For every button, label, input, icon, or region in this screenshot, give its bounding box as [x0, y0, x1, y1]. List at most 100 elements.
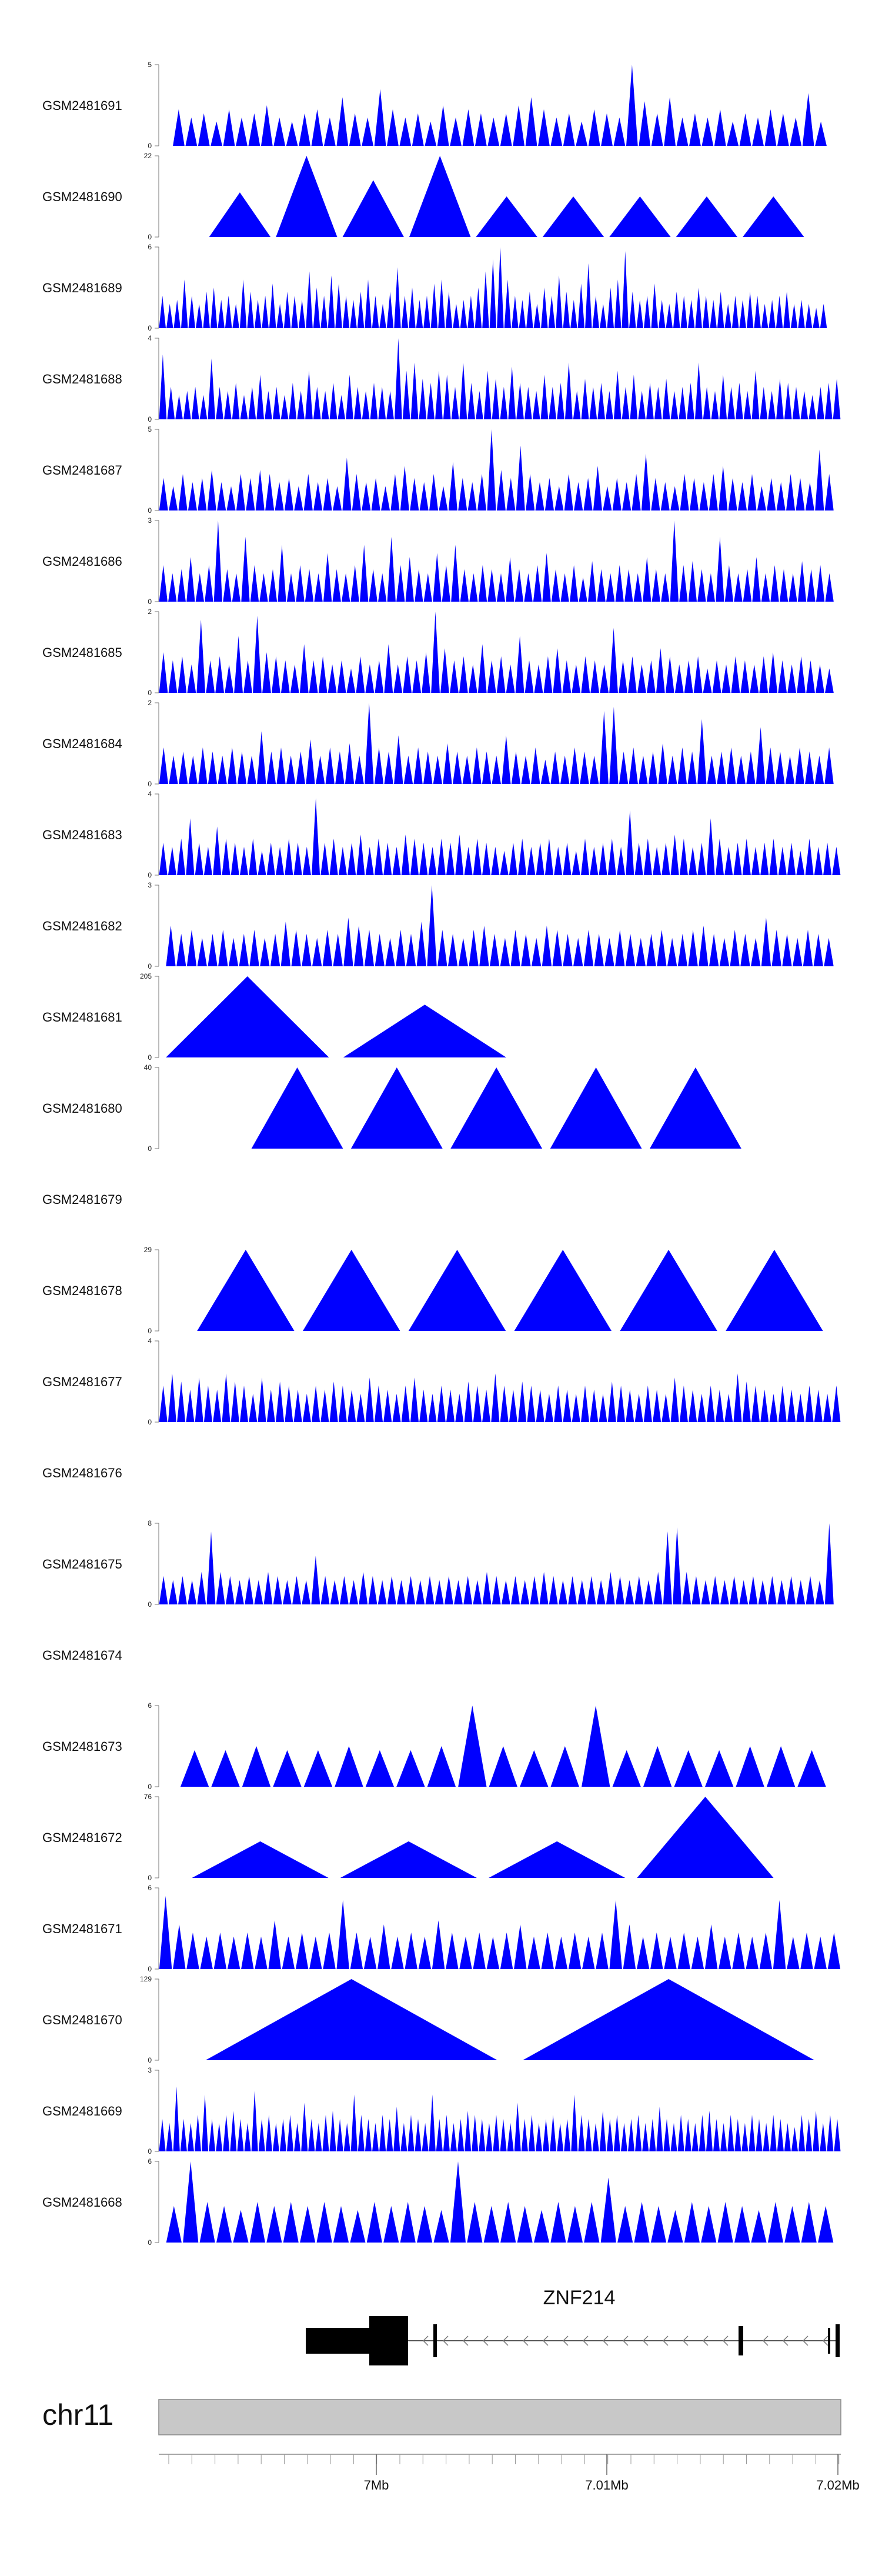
track-ymax-label-gsm2481671: 6: [148, 1884, 152, 1892]
track-peak-gsm2481673: [242, 1746, 271, 1787]
track-peak-gsm2481684: [668, 755, 677, 784]
track-peak-gsm2481669: [763, 2123, 770, 2151]
track-peak-gsm2481691: [286, 121, 298, 146]
track-peak-gsm2481684: [374, 747, 384, 784]
track-peak-gsm2481689: [724, 303, 731, 328]
track-peak-gsm2481675: [710, 1576, 720, 1604]
track-peak-gsm2481677: [554, 1385, 563, 1422]
track-peak-gsm2481677: [626, 1389, 634, 1422]
track-peak-gsm2481677: [599, 1393, 607, 1422]
track-peak-gsm2481671: [268, 1920, 281, 1969]
track-peak-gsm2481675: [653, 1571, 663, 1604]
track-peak-gsm2481690: [743, 196, 804, 237]
track-peak-gsm2481689: [607, 288, 614, 328]
track-peak-gsm2481687: [583, 478, 593, 510]
track-peak-gsm2481669: [571, 2094, 578, 2151]
track-peak-gsm2481683: [662, 842, 670, 875]
track-peak-gsm2481671: [541, 1932, 554, 1969]
track-peak-gsm2481689: [585, 263, 592, 328]
track-peak-gsm2481686: [268, 569, 278, 602]
track-peak-gsm2481689: [673, 291, 680, 328]
track-peak-gsm2481682: [699, 926, 709, 966]
track-peak-gsm2481687: [612, 478, 622, 510]
track-peak-gsm2481689: [790, 303, 798, 328]
track-peak-gsm2481675: [302, 1580, 311, 1604]
track-peak-gsm2481688: [354, 386, 362, 419]
gene-exon-small-3: [828, 2328, 830, 2354]
track-peak-gsm2481684: [639, 755, 648, 784]
track-peak-gsm2481689: [746, 291, 754, 328]
track-peak-gsm2481686: [825, 573, 834, 602]
track-peak-gsm2481688: [662, 379, 670, 419]
track-peak-gsm2481669: [691, 2123, 699, 2151]
track-peak-gsm2481677: [581, 1385, 589, 1422]
track-yzero-label-gsm2481691: 0: [148, 142, 152, 150]
track-peak-gsm2481688: [808, 395, 816, 419]
track-peak-gsm2481668: [266, 2205, 282, 2243]
track-peak-gsm2481684: [776, 751, 785, 784]
track-peak-gsm2481685: [253, 615, 262, 693]
intron-arrow: [722, 2335, 729, 2346]
intron-arrow: [562, 2335, 569, 2346]
track-peak-gsm2481684: [795, 747, 804, 784]
track-peak-gsm2481687: [680, 473, 689, 510]
track-gsm2481673: GSM2481673 6 0: [42, 1701, 826, 1791]
track-peak-gsm2481689: [710, 299, 717, 328]
track-peak-gsm2481684: [237, 751, 247, 784]
track-label-gsm2481685: GSM2481685: [42, 645, 122, 660]
track-peak-gsm2481689: [423, 295, 430, 328]
track-peak-gsm2481675: [673, 1527, 681, 1604]
track-peak-gsm2481669: [230, 2111, 237, 2151]
track-peak-gsm2481677: [302, 1393, 311, 1422]
track-peak-gsm2481686: [606, 573, 615, 602]
track-peak-gsm2481689: [386, 291, 394, 328]
track-yzero-label-gsm2481673: 0: [148, 1783, 152, 1791]
track-peak-gsm2481669: [216, 2123, 223, 2151]
track-peak-gsm2481691: [261, 105, 273, 146]
track-peak-gsm2481675: [720, 1580, 729, 1604]
track-peak-gsm2481671: [363, 1936, 377, 1969]
track-peak-gsm2481669: [457, 2118, 465, 2151]
track-peak-gsm2481683: [805, 838, 814, 875]
track-peak-gsm2481669: [166, 2123, 173, 2151]
track-peak-gsm2481689: [196, 303, 203, 328]
track-peak-gsm2481677: [383, 1389, 392, 1422]
track-peak-gsm2481683: [312, 798, 320, 875]
track-label-gsm2481680: GSM2481680: [42, 1101, 122, 1116]
track-peak-gsm2481686: [460, 569, 469, 602]
track-peak-gsm2481688: [573, 391, 581, 419]
track-peak-gsm2481668: [500, 2202, 516, 2243]
track-peak-gsm2481686: [615, 565, 624, 602]
track-peak-gsm2481686: [405, 557, 414, 602]
track-peak-gsm2481686: [250, 565, 259, 602]
track-ymax-label-gsm2481690: 22: [144, 152, 152, 160]
track-peak-gsm2481689: [276, 303, 283, 328]
track-peak-gsm2481682: [625, 933, 636, 966]
track-peak-gsm2481673: [643, 1746, 672, 1787]
track-peak-gsm2481686: [770, 565, 779, 602]
track-peak-gsm2481682: [740, 933, 750, 966]
track-peak-gsm2481691: [613, 117, 626, 146]
track-peak-gsm2481682: [604, 937, 614, 966]
track-peak-gsm2481669: [223, 2114, 230, 2151]
track-peak-gsm2481684: [511, 751, 521, 784]
track-peak-gsm2481689: [394, 267, 401, 328]
track-peak-gsm2481683: [195, 842, 203, 875]
track-peak-gsm2481683: [509, 842, 517, 875]
track-peak-gsm2481683: [230, 842, 239, 875]
track-peak-gsm2481675: [815, 1580, 824, 1604]
track-peak-gsm2481687: [660, 482, 670, 510]
track-gsm2481678: GSM2481678 29 0: [42, 1246, 823, 1335]
track-peak-gsm2481691: [236, 117, 248, 146]
track-ymax-label-gsm2481689: 6: [148, 243, 152, 251]
track-peak-gsm2481669: [479, 2118, 486, 2151]
track-ymax-label-gsm2481678: 29: [144, 1246, 152, 1254]
track-peak-gsm2481691: [601, 113, 613, 146]
track-peak-gsm2481675: [568, 1576, 577, 1604]
track-peak-gsm2481671: [227, 1936, 240, 1969]
track-peak-gsm2481686: [542, 553, 551, 602]
track-peak-gsm2481675: [188, 1580, 197, 1604]
track-peak-gsm2481669: [279, 2118, 286, 2151]
track-peak-gsm2481688: [167, 386, 175, 419]
track-peak-gsm2481691: [651, 113, 663, 146]
